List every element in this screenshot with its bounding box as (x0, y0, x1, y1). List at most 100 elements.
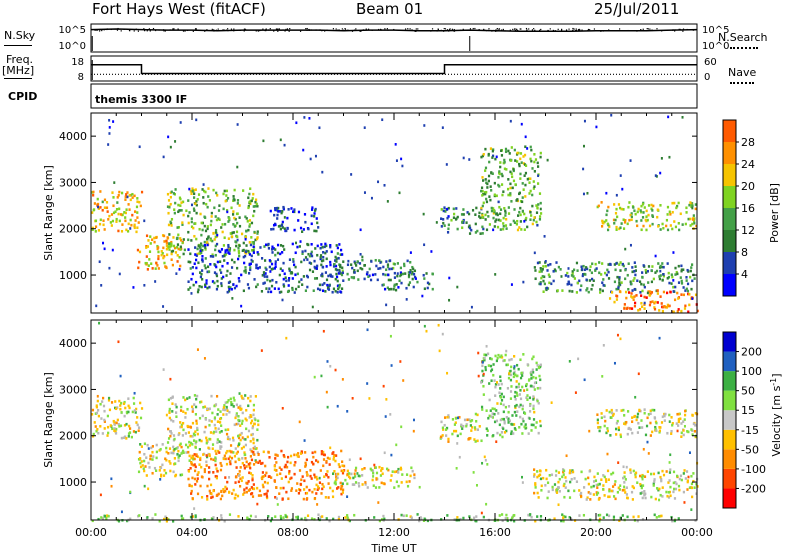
range-cell (110, 224, 113, 227)
range-cell (230, 450, 233, 454)
range-cell (170, 240, 173, 244)
range-cell (199, 242, 203, 246)
range-cell (215, 394, 219, 398)
nsearch-point (640, 29, 642, 31)
range-cell (239, 477, 242, 481)
range-cell (218, 204, 221, 207)
range-cell (315, 483, 318, 487)
range-cell (667, 496, 671, 499)
range-cell (596, 205, 599, 209)
range-cell (306, 497, 309, 500)
range-cell (667, 304, 670, 308)
range-cell (238, 470, 241, 473)
sparse-cell (485, 502, 488, 506)
range-cell (257, 461, 260, 465)
range-cell (660, 421, 664, 424)
range-cell (539, 267, 542, 270)
range-cell (639, 209, 642, 212)
range-cell (521, 182, 524, 185)
range-cell (146, 443, 149, 447)
range-cell (228, 513, 232, 516)
range-cell (324, 496, 327, 499)
range-cell (649, 292, 652, 296)
range-cell (313, 497, 317, 500)
range-cell (631, 420, 634, 424)
range-cell (182, 421, 185, 425)
range-cell (207, 446, 210, 450)
range-cell (482, 515, 485, 519)
range-cell (139, 401, 142, 405)
range-cell (337, 287, 340, 291)
range-cell (516, 394, 519, 397)
range-cell (651, 300, 654, 303)
range-cell (229, 397, 232, 401)
range-cell (632, 515, 635, 519)
colorbar-tick-label: 100 (741, 365, 762, 378)
range-cell (170, 217, 174, 221)
range-cell (357, 278, 360, 281)
range-cell (504, 211, 507, 214)
range-cell (267, 242, 270, 246)
range-cell (290, 271, 294, 275)
range-cell (618, 519, 621, 522)
range-cell (497, 383, 500, 386)
range-cell (611, 485, 615, 488)
range-cell (187, 260, 190, 264)
range-cell (416, 280, 419, 284)
range-cell (318, 283, 322, 287)
range-cell (115, 427, 118, 431)
range-cell (249, 472, 253, 475)
range-cell (513, 519, 516, 523)
range-cell (533, 388, 536, 391)
range-cell (283, 272, 286, 276)
range-cell (321, 274, 324, 278)
range-cell (115, 220, 118, 223)
sparse-cell (683, 424, 686, 428)
x-tick-label: 00:00 (75, 526, 107, 539)
range-cell (227, 243, 230, 247)
range-cell (509, 170, 512, 174)
range-cell (534, 376, 538, 380)
nsearch-point (129, 30, 131, 32)
range-cell (539, 365, 542, 369)
range-cell (490, 206, 493, 210)
sparse-cell (495, 155, 498, 159)
range-cell (485, 197, 488, 201)
range-cell (176, 253, 179, 257)
range-cell (190, 192, 193, 196)
nave-tick-top: 60 (704, 57, 717, 68)
range-cell (221, 223, 224, 226)
range-cell (617, 203, 621, 206)
range-cell (328, 457, 331, 460)
colorbar-swatch (723, 332, 736, 352)
range-cell (520, 422, 523, 426)
freq-unit: [MHz] (2, 64, 35, 77)
range-cell (407, 283, 410, 287)
range-cell (689, 201, 692, 204)
range-cell (615, 409, 618, 412)
range-cell (168, 460, 171, 463)
sparse-cell (348, 458, 351, 462)
range-cell (204, 229, 208, 233)
range-cell (283, 465, 286, 469)
range-cell (447, 414, 450, 417)
sparse-cell (143, 283, 146, 287)
range-cell (268, 456, 271, 459)
range-cell (256, 236, 259, 239)
sparse-cell (236, 165, 239, 169)
range-cell (186, 397, 189, 400)
range-cell (267, 515, 270, 518)
range-cell (538, 261, 541, 264)
range-cell (337, 472, 340, 476)
sparse-cell (260, 349, 263, 352)
nsearch-point (172, 28, 174, 30)
nsearch-point (149, 30, 151, 32)
range-cell (198, 251, 201, 255)
nsearch-point (215, 29, 218, 31)
sparse-cell (492, 228, 495, 232)
range-cell (324, 290, 327, 293)
range-cell (532, 398, 535, 401)
range-cell (659, 493, 662, 497)
range-cell (470, 429, 473, 432)
nsearch-point (496, 30, 499, 32)
